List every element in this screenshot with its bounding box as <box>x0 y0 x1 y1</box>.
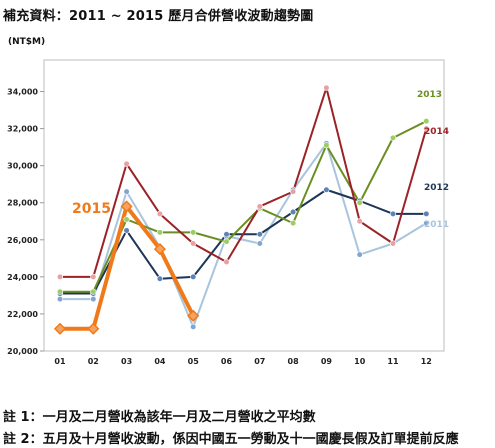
data-point-2012 <box>256 231 263 238</box>
data-point-2011 <box>56 296 64 303</box>
data-point-2012 <box>290 208 297 216</box>
data-point-2013 <box>323 142 330 149</box>
x-tick-label: 01 <box>54 357 66 366</box>
data-point-2013 <box>123 216 130 223</box>
data-point-2013 <box>423 118 430 125</box>
x-tick-label: 09 <box>321 357 333 366</box>
x-tick-label: 11 <box>387 357 399 366</box>
data-point-2014 <box>190 240 197 247</box>
page-title: 補充資料：2011 ~ 2015 歷月合併營收波動趨勢圖 <box>3 9 314 24</box>
x-tick-label: 03 <box>121 357 132 366</box>
data-point-2014 <box>423 125 430 132</box>
data-point-2014 <box>223 258 230 266</box>
data-point-2015 <box>153 243 166 256</box>
data-point-2012 <box>323 186 330 193</box>
data-point-2014 <box>123 160 130 167</box>
footnote-1: 註 1：一月及二月營收為該年一月及二月營收之平均數 <box>3 410 316 425</box>
x-tick-label: 02 <box>88 357 99 366</box>
data-point-2012 <box>190 273 197 280</box>
data-point-2013 <box>223 238 230 245</box>
data-point-2014 <box>56 273 64 280</box>
x-tick-label: 04 <box>154 357 166 366</box>
revenue-line-chart: (NT$M) 20,000 22,000 24,000 26,000 28,000 30,… <box>7 37 449 366</box>
data-point-2011 <box>90 296 97 303</box>
series-line-2011 <box>59 142 428 328</box>
data-point-2011 <box>190 323 197 331</box>
data-point-2014 <box>290 188 297 195</box>
x-tick-label: 06 <box>221 357 233 366</box>
data-point-2013 <box>190 229 197 236</box>
data-point-2012 <box>423 210 430 217</box>
x-tick-label: 05 <box>188 357 200 366</box>
data-point-2014 <box>90 273 97 280</box>
y-tick-label: 24,000 <box>7 273 38 282</box>
y-tick-label: 30,000 <box>7 162 38 171</box>
series-label-2013: 2013 <box>417 90 442 100</box>
data-point-2011 <box>123 188 130 195</box>
y-tick-label: 22,000 <box>7 310 38 319</box>
data-point-2015 <box>187 309 200 322</box>
data-point-2012 <box>223 231 230 238</box>
data-point-2015 <box>120 200 133 213</box>
data-point-2013 <box>56 288 64 295</box>
data-point-2012 <box>389 210 397 217</box>
y-tick-label: 26,000 <box>7 236 38 245</box>
data-point-2015 <box>53 322 67 335</box>
plot-frame <box>43 59 445 352</box>
data-point-2011 <box>256 240 263 247</box>
y-tick-label: 20,000 <box>7 347 38 356</box>
x-tick-label: 07 <box>254 357 265 366</box>
data-point-2013 <box>356 199 363 206</box>
y-tick-label: 34,000 <box>7 88 38 97</box>
data-point-2015 <box>87 322 100 335</box>
y-tick-label: 32,000 <box>7 125 38 134</box>
y-tick-label: 28,000 <box>7 199 38 208</box>
data-point-2013 <box>156 229 163 236</box>
data-point-2013 <box>290 220 297 227</box>
data-point-2013 <box>90 288 97 295</box>
series-label-2011: 2011 <box>424 220 449 230</box>
data-point-2012 <box>156 275 163 282</box>
x-tick-label: 08 <box>288 357 300 366</box>
series-label-2014: 2014 <box>424 127 449 137</box>
series-line-2014 <box>59 86 428 278</box>
series-label-2015: 2015 <box>72 201 111 217</box>
series-label-2012: 2012 <box>424 183 449 193</box>
x-tick-label: 12 <box>421 357 432 366</box>
y-unit-label: (NT$M) <box>8 37 45 47</box>
data-point-2014 <box>389 240 397 247</box>
data-point-2013 <box>389 134 397 141</box>
data-point-2014 <box>323 84 330 91</box>
data-point-2014 <box>356 218 363 225</box>
data-point-2014 <box>156 210 163 217</box>
data-point-2011 <box>356 251 363 258</box>
footnote-2: 註 2：五月及十月營收波動，係因中國五一勞動及十一國慶長假及訂單提前反應 <box>3 432 459 447</box>
data-point-2012 <box>123 227 130 234</box>
x-tick-label: 10 <box>354 357 366 366</box>
data-point-2014 <box>256 203 263 210</box>
data-point-2011 <box>423 220 430 227</box>
